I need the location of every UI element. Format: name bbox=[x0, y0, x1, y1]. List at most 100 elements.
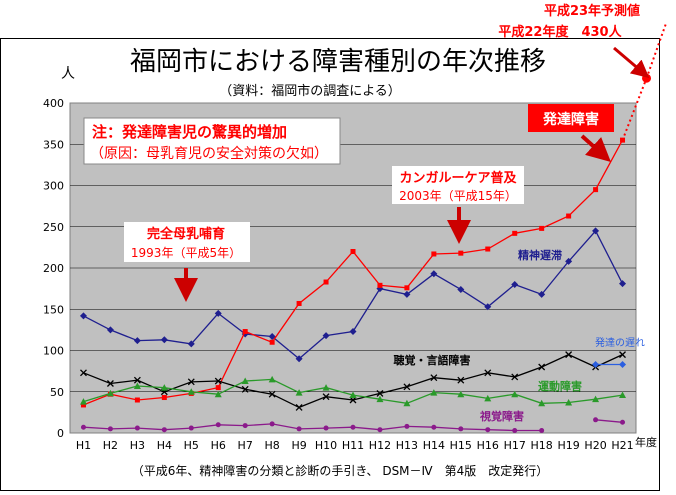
y-unit-label: 人 bbox=[61, 66, 75, 82]
point-marker bbox=[296, 426, 302, 432]
point-marker bbox=[376, 389, 384, 397]
point-marker bbox=[593, 417, 599, 423]
point-marker bbox=[458, 250, 464, 256]
kangaroo-line1: カンガルーケア普及 bbox=[399, 170, 517, 186]
point-marker bbox=[431, 424, 437, 430]
point-marker bbox=[566, 213, 572, 219]
point-marker bbox=[593, 187, 599, 193]
y-tick-label: 200 bbox=[43, 262, 64, 275]
point-marker bbox=[215, 422, 221, 428]
prediction-point bbox=[642, 73, 652, 83]
point-marker bbox=[512, 428, 518, 434]
point-marker bbox=[241, 377, 249, 385]
point-marker bbox=[592, 361, 600, 369]
breastfeed-line1: 完全母乳哺育 bbox=[147, 226, 225, 242]
point-marker bbox=[619, 280, 627, 288]
x-unit-label: 年度 bbox=[635, 435, 657, 449]
point-marker bbox=[268, 332, 276, 340]
point-marker bbox=[80, 424, 86, 430]
prediction-arrow bbox=[613, 46, 650, 79]
x-tick-label: H15 bbox=[450, 439, 472, 452]
point-marker bbox=[322, 384, 330, 391]
point-marker bbox=[538, 399, 546, 407]
point-marker bbox=[377, 427, 383, 433]
y-tick-label: 50 bbox=[50, 386, 64, 399]
point-marker bbox=[296, 300, 302, 306]
point-marker bbox=[484, 303, 492, 311]
y-tick-label: 150 bbox=[43, 303, 64, 316]
y-tick-label: 350 bbox=[43, 138, 64, 151]
point-marker bbox=[133, 382, 141, 389]
series-運動障害 bbox=[79, 375, 627, 407]
point-marker bbox=[214, 377, 222, 385]
point-marker bbox=[106, 326, 114, 334]
x-tick-label: H1 bbox=[76, 439, 91, 452]
point-marker bbox=[349, 391, 357, 399]
point-marker bbox=[187, 388, 195, 395]
y-axis: 0 50 100 150 200 250 300 350 400 bbox=[43, 97, 64, 440]
point-marker bbox=[322, 332, 330, 340]
breastfeed-line2: 1993年（平成5年） bbox=[131, 246, 241, 260]
point-marker bbox=[403, 290, 411, 298]
mental-label: 精神遅滞 bbox=[518, 248, 562, 262]
x-tick-label: H8 bbox=[265, 439, 280, 452]
point-marker bbox=[214, 390, 222, 398]
note-line2: （原因：母乳育児の安全対策の欠如） bbox=[90, 145, 328, 162]
point-marker bbox=[350, 424, 356, 430]
x-tick-label: H19 bbox=[557, 439, 579, 452]
x-tick-label: H17 bbox=[504, 439, 526, 452]
point-marker bbox=[619, 361, 627, 369]
point-marker bbox=[512, 230, 518, 236]
point-marker bbox=[215, 385, 221, 391]
point-marker bbox=[430, 374, 438, 382]
point-marker bbox=[295, 403, 303, 411]
point-marker bbox=[376, 395, 384, 403]
point-marker bbox=[269, 339, 275, 345]
point-marker bbox=[106, 389, 114, 397]
devdis-label-box bbox=[528, 104, 614, 132]
point-marker bbox=[538, 290, 546, 298]
x-tick-label: H12 bbox=[369, 439, 391, 452]
point-marker bbox=[403, 399, 411, 407]
chart-title: 福岡市における障害種別の年次推移 bbox=[130, 47, 546, 77]
point-marker bbox=[242, 423, 248, 429]
note-box bbox=[83, 117, 341, 165]
point-marker bbox=[565, 398, 573, 406]
point-marker bbox=[592, 395, 600, 403]
point-marker bbox=[133, 337, 141, 345]
delay-label: 発達の遅れ bbox=[595, 336, 645, 349]
x-tick-label: H13 bbox=[396, 439, 418, 452]
x-tick-label: H16 bbox=[477, 439, 499, 452]
x-tick-label: H5 bbox=[184, 439, 199, 452]
series-group bbox=[79, 21, 668, 434]
point-marker bbox=[133, 376, 141, 384]
point-marker bbox=[619, 351, 626, 359]
visual-label: 視覚障害 bbox=[479, 409, 524, 423]
point-marker bbox=[295, 389, 303, 396]
point-marker bbox=[161, 395, 167, 401]
series-精神遅滞 bbox=[79, 227, 627, 363]
point-marker bbox=[295, 355, 303, 363]
point-marker bbox=[323, 425, 329, 431]
point-marker bbox=[160, 336, 168, 344]
point-marker bbox=[620, 419, 626, 425]
point-marker bbox=[79, 398, 87, 405]
y-tick-label: 300 bbox=[43, 180, 64, 193]
breastfeed-box bbox=[124, 222, 250, 262]
point-marker bbox=[511, 281, 519, 288]
series-視覚障害 bbox=[80, 417, 626, 434]
point-marker bbox=[619, 391, 627, 399]
chart-subtitle: （資料：福岡市の調査による） bbox=[219, 83, 401, 99]
point-marker bbox=[457, 376, 465, 384]
point-marker bbox=[268, 390, 276, 398]
point-marker bbox=[269, 421, 275, 427]
point-marker bbox=[592, 227, 600, 235]
point-marker bbox=[457, 390, 465, 398]
prediction-line-extension bbox=[645, 21, 668, 79]
point-marker bbox=[565, 351, 573, 359]
point-marker bbox=[80, 369, 87, 377]
motor-label: 運動障害 bbox=[538, 379, 582, 393]
point-marker bbox=[484, 369, 492, 377]
note-line1: 注：発達障害児の驚異的増加 bbox=[92, 123, 287, 141]
